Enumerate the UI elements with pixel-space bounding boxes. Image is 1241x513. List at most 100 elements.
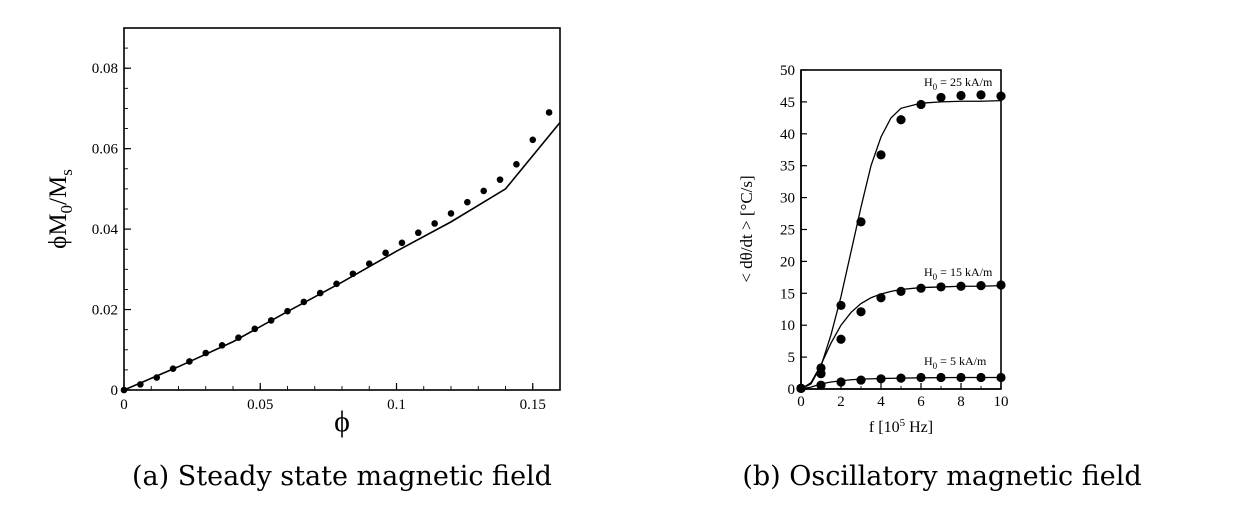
data-point-a xyxy=(202,349,210,357)
data-point-a xyxy=(349,270,357,278)
annotation-h0-15: H0 = 15 kA/m xyxy=(924,265,993,282)
y-tick-label-b: 45 xyxy=(780,95,795,111)
fit-line-a xyxy=(123,122,561,391)
fit-lines-a xyxy=(123,122,561,391)
data-point-a xyxy=(153,374,160,381)
y-tick-label-b: 35 xyxy=(780,159,795,175)
x-tick-label-b: 6 xyxy=(917,394,925,410)
data-point-b xyxy=(796,383,806,393)
data-point-a xyxy=(333,280,340,288)
x-tick-label-b: 8 xyxy=(957,394,965,410)
data-point-b xyxy=(916,283,926,293)
data-point-b xyxy=(836,377,846,387)
fit-lines-b xyxy=(800,99,1002,390)
data-point-a xyxy=(464,198,471,206)
y-tick-label-a: 0.06 xyxy=(92,142,119,158)
data-point-a xyxy=(235,334,242,342)
data-point-b xyxy=(936,282,946,292)
data-point-a xyxy=(267,317,275,324)
data-point-a xyxy=(284,307,291,315)
data-point-b xyxy=(856,307,866,317)
y-tick-label-b: 10 xyxy=(780,318,795,334)
data-point-b xyxy=(876,374,886,384)
y-tick-label-b: 0 xyxy=(788,382,796,398)
x-tick-label-b: 2 xyxy=(837,394,845,410)
data-point-a xyxy=(545,109,553,116)
chart-panel-a: 0 0.05 0.1 0.15 0 0.02 0.04 0.06 0.08 ϕ ϕM0/Ms xyxy=(45,27,561,438)
x-axis-label-b: f [105 Hz] xyxy=(869,417,933,436)
annotation-h0-5: H0 = 5 kA/m xyxy=(924,354,987,371)
data-point-a xyxy=(120,386,128,394)
data-point-a xyxy=(529,136,537,144)
x-tick-label-a: 0 xyxy=(120,397,128,413)
data-point-b xyxy=(996,372,1006,383)
data-point-b xyxy=(956,90,966,101)
caption-b: (b) Oscillatory magnetic field xyxy=(742,461,1141,492)
data-point-b xyxy=(936,92,946,103)
data-point-b xyxy=(896,286,906,296)
y-tick-label-b: 40 xyxy=(780,127,795,143)
x-tick-label-b: 10 xyxy=(994,394,1009,410)
annotation-h0-25: H0 = 25 kA/m xyxy=(924,75,993,92)
plot-frame-a xyxy=(123,27,561,391)
y-tick-label-b: 15 xyxy=(780,286,795,302)
fit-line-b xyxy=(800,99,1002,390)
x-tick-label-b: 4 xyxy=(877,394,885,410)
data-point-a xyxy=(316,289,324,297)
data-point-a xyxy=(447,210,455,217)
data-point-a xyxy=(496,176,504,183)
x-ticks-b: 0 2 4 6 8 10 xyxy=(797,383,1009,410)
y-ticks-a: 0 0.02 0.04 0.06 0.08 xyxy=(92,61,131,399)
x-tick-label-a: 0.15 xyxy=(520,397,546,413)
x-tick-label-a: 0.1 xyxy=(387,397,406,413)
data-point-b xyxy=(856,217,866,227)
y-tick-label-b: 50 xyxy=(780,63,795,79)
data-point-b xyxy=(896,115,906,125)
data-point-b xyxy=(976,90,986,100)
data-point-a xyxy=(218,342,226,349)
fit-line-b xyxy=(800,284,1002,390)
data-point-b xyxy=(876,150,886,160)
data-point-b xyxy=(836,334,846,344)
data-point-b xyxy=(816,369,826,379)
data-points-b xyxy=(796,90,1006,393)
y-tick-label-b: 25 xyxy=(780,223,795,239)
data-point-a xyxy=(480,187,488,195)
data-point-b xyxy=(916,372,926,383)
data-point-a xyxy=(300,298,308,306)
data-point-a xyxy=(513,161,520,168)
data-point-b xyxy=(976,281,986,291)
data-point-b xyxy=(956,281,966,291)
data-point-b xyxy=(856,375,866,385)
data-point-a xyxy=(382,249,389,257)
data-point-b xyxy=(956,372,966,383)
data-point-b xyxy=(976,372,986,383)
y-tick-label-a: 0 xyxy=(111,383,119,399)
y-tick-label-a: 0.02 xyxy=(92,303,118,319)
data-point-a xyxy=(137,381,144,388)
y-tick-label-b: 5 xyxy=(788,350,796,366)
x-tick-label-b: 0 xyxy=(797,394,805,410)
data-point-b xyxy=(936,372,946,383)
y-tick-label-a: 0.04 xyxy=(92,222,119,238)
caption-a: (a) Steady state magnetic field xyxy=(132,461,552,492)
chart-panel-b: 0 2 4 6 8 10 0 5 10 15 20 25 30 35 40 45 50 H0 = 25 kA/… xyxy=(737,63,1009,436)
data-point-b xyxy=(916,99,926,110)
x-axis-label-a: ϕ xyxy=(334,405,350,438)
y-tick-label-b: 20 xyxy=(780,254,795,270)
y-tick-label-b: 30 xyxy=(780,191,795,207)
data-point-a xyxy=(398,239,406,247)
data-point-b xyxy=(816,380,826,390)
y-tick-label-a: 0.08 xyxy=(92,61,118,77)
minor-ticks-a xyxy=(124,47,534,390)
data-point-a xyxy=(415,229,422,237)
data-point-a xyxy=(186,358,193,365)
data-point-b xyxy=(836,300,846,311)
y-axis-label-a: ϕM0/Ms xyxy=(45,169,76,249)
data-point-b xyxy=(876,293,886,303)
x-ticks-a: 0 0.05 0.1 0.15 xyxy=(120,383,546,413)
data-point-a xyxy=(431,220,438,227)
y-axis-label-b: < dθ/dt > [°C/s] xyxy=(737,175,756,282)
data-point-a xyxy=(365,260,373,268)
